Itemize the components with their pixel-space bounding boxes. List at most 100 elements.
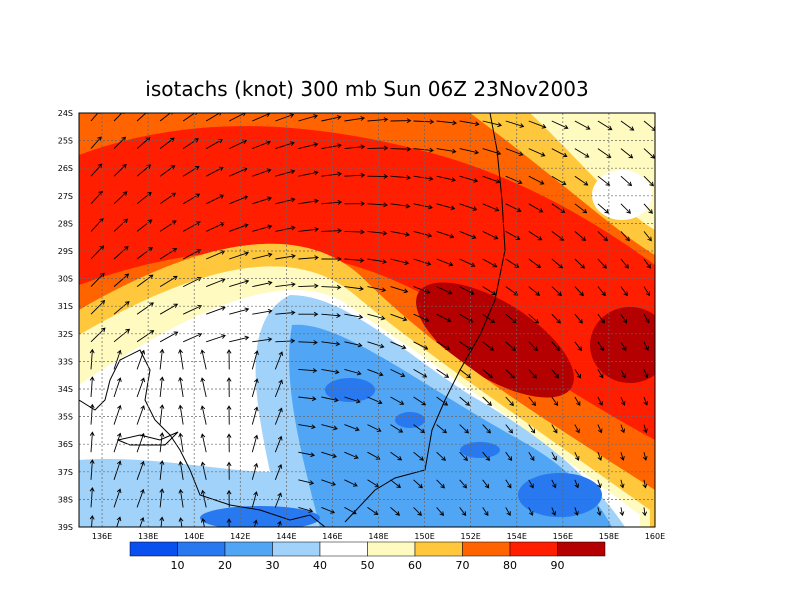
wind-arrow: [226, 433, 232, 453]
wind-arrow: [459, 424, 469, 434]
colorbar-swatch: [129, 541, 178, 557]
wind-arrow: [90, 217, 104, 232]
lon-label: 160E: [645, 532, 665, 541]
wind-arrow: [574, 396, 581, 406]
wind-arrow: [159, 404, 165, 425]
wind-arrow: [321, 313, 341, 318]
colorbar-label: 30: [266, 559, 280, 572]
wind-arrow: [159, 331, 179, 343]
wind-arrow: [620, 286, 628, 297]
lon-label: 146E: [322, 532, 342, 541]
wind-arrow: [90, 272, 105, 287]
wind-arrow: [200, 349, 207, 370]
wind-arrow: [551, 424, 558, 434]
wind-arrow: [619, 507, 625, 517]
wind-arrow: [528, 286, 541, 296]
wind-arrow: [113, 191, 128, 205]
wind-arrow: [436, 369, 450, 378]
wind-arrow: [551, 258, 564, 269]
wind-arrow: [89, 403, 95, 425]
wind-arrow: [413, 147, 434, 153]
wind-arrow: [229, 223, 249, 232]
wind-arrow: [344, 286, 364, 292]
wind-arrow: [643, 258, 651, 269]
wind-arrow: [574, 175, 589, 186]
wind-arrow: [159, 432, 165, 453]
wind-arrow: [252, 280, 273, 288]
wind-arrow: [574, 507, 579, 516]
wind-arrow: [321, 115, 342, 122]
wind-arrow: [482, 424, 491, 434]
wind-arrow: [483, 535, 488, 543]
wind-arrow: [113, 404, 122, 425]
wind-arrow: [528, 451, 535, 461]
wind-arrow: [200, 461, 207, 480]
wind-arrow: [528, 231, 543, 241]
wind-arrow: [274, 464, 283, 480]
wind-arrow: [321, 228, 343, 234]
wind-arrow: [528, 341, 538, 352]
wind-arrow: [252, 224, 273, 232]
wind-arrow: [178, 488, 184, 508]
colorbar-label: 80: [503, 559, 517, 572]
wind-arrow: [643, 341, 649, 351]
wind-arrow: [436, 313, 452, 323]
wind-arrow: [597, 313, 605, 324]
wind-arrow: [390, 313, 408, 322]
wind-arrow: [229, 251, 250, 260]
wind-arrow: [321, 284, 342, 290]
lat-label: 35S: [58, 413, 73, 422]
wind-arrow: [436, 148, 457, 154]
band-10-20: [518, 473, 602, 517]
wind-arrow: [275, 113, 295, 122]
lon-label: 150E: [414, 532, 434, 541]
wind-arrow: [413, 369, 428, 378]
wind-arrow: [390, 258, 410, 266]
wind-arrow: [505, 479, 512, 489]
band-10-20: [460, 442, 500, 458]
wind-arrow: [113, 163, 127, 177]
wind-arrow: [229, 113, 246, 122]
wind-arrow: [159, 348, 165, 370]
wind-arrow: [643, 175, 654, 187]
wind-arrow: [551, 479, 557, 489]
wind-arrow: [344, 341, 363, 348]
grid: 24S 25S 26S 27S 28S 29S 30S 31S 32S 33S 34S 35S 36S 3…: [58, 109, 665, 541]
wind-arrow: [642, 507, 648, 517]
colorbar-swatch: [272, 541, 321, 557]
wind-arrow: [436, 451, 446, 461]
wind-arrow: [113, 377, 122, 398]
wind-arrow: [298, 255, 319, 261]
wind-arrow: [528, 396, 537, 407]
wind-arrow: [139, 516, 145, 527]
wind-arrow: [459, 120, 480, 127]
wind-arrow: [116, 516, 122, 527]
wind-arrow: [252, 337, 273, 343]
lat-label: 34S: [58, 385, 73, 394]
wind-arrow: [367, 202, 388, 208]
wind-arrow: [275, 197, 296, 205]
wind-arrow: [528, 479, 534, 489]
wind-arrow: [551, 507, 557, 516]
wind-arrow: [321, 424, 338, 431]
wind-arrow: [182, 276, 202, 288]
wind-arrow: [159, 192, 177, 205]
wind-arrow: [597, 231, 608, 242]
wind-arrow: [596, 507, 602, 516]
wind-arrow: [459, 148, 480, 155]
wind-arrow: [597, 424, 603, 434]
wind-arrow: [298, 368, 318, 374]
wind-arrow: [551, 313, 561, 324]
wind-arrow: [390, 146, 412, 152]
wind-arrow: [275, 310, 296, 316]
wind-arrow: [113, 328, 131, 343]
colorbar-label: 60: [408, 559, 422, 572]
wind-arrow: [620, 175, 633, 187]
wind-arrow: [252, 168, 272, 177]
wind-arrow: [206, 194, 225, 205]
wind-arrow: [89, 515, 95, 527]
wind-arrow: [574, 424, 580, 434]
wind-arrow: [436, 120, 458, 126]
band-10-20: [325, 378, 375, 402]
wind-arrow: [482, 507, 489, 516]
